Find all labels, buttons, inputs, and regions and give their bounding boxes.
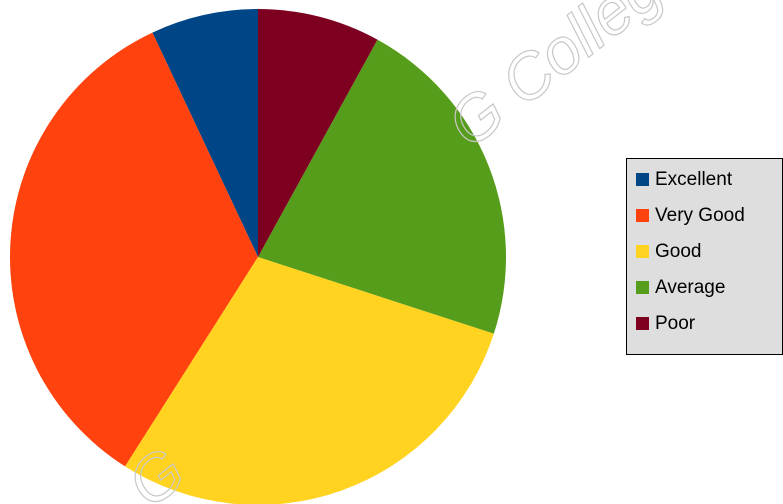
legend-swatch: [636, 209, 649, 222]
legend-label: Excellent: [655, 169, 733, 190]
legend-entry-good: Good: [636, 239, 701, 265]
pie-slice-very-good: [9, 32, 258, 467]
legend-swatch: [636, 281, 649, 294]
legend-entry-excellent: Excellent: [636, 167, 732, 193]
legend: Excellent Very Good Good Average Poor: [626, 158, 783, 355]
legend-entry-average: Average: [636, 275, 725, 301]
legend-entry-poor: Poor: [636, 311, 695, 337]
legend-label: Good: [655, 241, 702, 262]
legend-label: Average: [655, 277, 726, 298]
pie-slice-good: [125, 257, 494, 504]
legend-swatch: [636, 173, 649, 186]
pie-slice-average: [258, 39, 506, 334]
legend-label: Very Good: [655, 205, 745, 226]
legend-entry-very-good: Very Good: [636, 203, 745, 229]
pie-slice-excellent: [152, 9, 258, 257]
pie-slice-poor: [258, 9, 378, 257]
legend-swatch: [636, 317, 649, 330]
legend-label: Poor: [655, 313, 696, 334]
legend-swatch: [636, 245, 649, 258]
